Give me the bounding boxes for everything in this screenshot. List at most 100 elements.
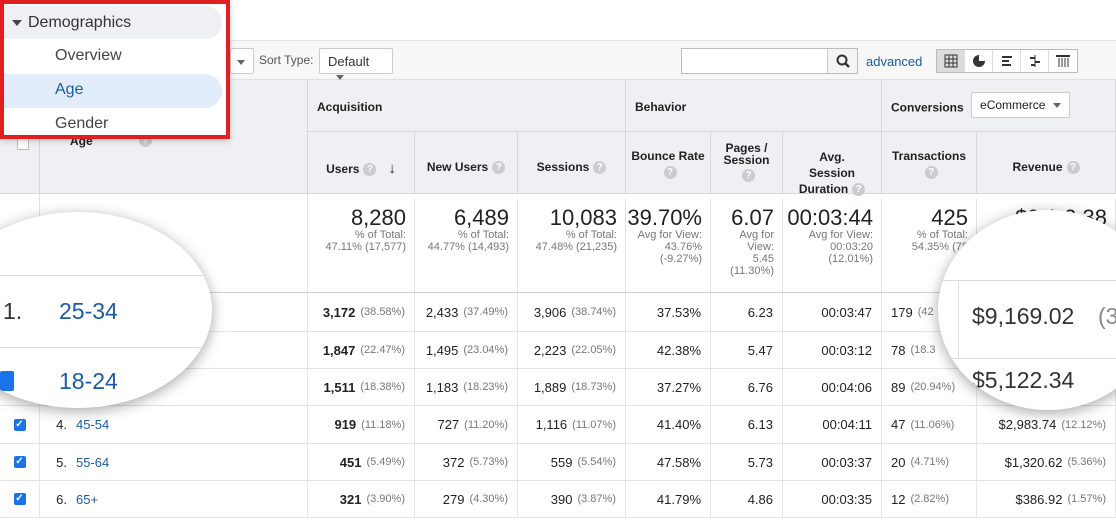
search-button[interactable] xyxy=(827,49,857,73)
new-users-cell: 2,433 (37.49%) xyxy=(415,293,518,331)
age-link[interactable]: 65+ xyxy=(76,491,99,507)
lens-row2-age-link[interactable]: 18-24 xyxy=(59,368,118,394)
users-cell: 1,847 (22.47%) xyxy=(308,332,415,368)
help-icon[interactable]: ? xyxy=(593,161,607,175)
sessions-cell: 1,116 (11.07%) xyxy=(518,406,626,443)
menu-item-gender[interactable]: Gender xyxy=(55,115,109,132)
total-bounce-sub1: Avg for View: xyxy=(637,229,702,241)
avg-session-duration-column-header[interactable]: Avg. Session Duration? xyxy=(783,132,882,197)
secondary-dimension-dropdown[interactable] xyxy=(230,48,254,74)
sort-type-select[interactable]: Default xyxy=(319,48,393,81)
sessions-column-header[interactable]: Sessions? xyxy=(518,132,626,194)
performance-view-button[interactable] xyxy=(993,50,1021,72)
total-pages-sub1: Avg for xyxy=(739,229,774,241)
revenue-column-header[interactable]: Revenue? xyxy=(977,132,1116,194)
table-row[interactable]: ✓ 6. 65+ 321 (3.90%) 279 (4.30%) 390 (3.87%) 41.7… xyxy=(0,481,1116,518)
age-cell: 4. 45-54 xyxy=(40,406,308,443)
menu-item-age[interactable]: Age xyxy=(4,74,222,108)
sessions-cell: 2,223 (22.05%) xyxy=(518,332,626,368)
help-icon[interactable]: ? xyxy=(363,163,377,177)
total-sessions-sub2: 47.48% (21,235) xyxy=(535,241,617,253)
rev-cell: $1,320.62 (5.36%) xyxy=(977,444,1116,480)
advanced-filter-link[interactable]: advanced xyxy=(866,54,923,69)
demographics-label: Demographics xyxy=(28,14,132,31)
users-percent: (18.38%) xyxy=(360,381,405,393)
behavior-group-header: Behavior xyxy=(626,80,882,132)
rev-value: $1,320.62 xyxy=(1004,454,1063,470)
sessions-cell: 3,906 (38.74%) xyxy=(518,293,626,331)
lens-row1-age-link[interactable]: 25-34 xyxy=(59,298,118,324)
help-icon[interactable]: ? xyxy=(663,166,677,179)
help-icon[interactable]: ? xyxy=(492,161,506,175)
demographics-menu-header[interactable]: Demographics xyxy=(4,6,222,39)
trans-value: 47 xyxy=(891,417,906,432)
users-percent: (5.49%) xyxy=(366,456,405,468)
pages-cell: 6.23 xyxy=(711,293,783,331)
lens-divider xyxy=(938,280,1116,281)
users-value: 1,847 xyxy=(322,342,356,358)
trans-percent: (20.94%) xyxy=(910,381,956,393)
menu-item-overview[interactable]: Overview xyxy=(55,47,122,64)
sessions-value: 3,906 xyxy=(533,304,567,320)
row-checkbox[interactable]: ✓ xyxy=(13,418,26,431)
sort-type-label: Sort Type: xyxy=(259,53,314,67)
total-bounce-rate: 39.70% Avg for View: 43.76% (-9.27%) xyxy=(626,199,711,293)
pages-session-column-header[interactable]: Pages / Session? xyxy=(711,132,783,194)
bounce-cell: 41.79% xyxy=(626,481,711,517)
new-users-value: 372 xyxy=(442,454,465,470)
new-users-column-header[interactable]: New Users? xyxy=(415,132,518,194)
grid-icon xyxy=(944,54,957,68)
dur-cell: 00:03:12 xyxy=(783,332,882,368)
transactions-column-header[interactable]: Transactions? xyxy=(882,132,977,194)
table-search[interactable] xyxy=(681,48,858,74)
dur-cell: 00:04:06 xyxy=(783,369,882,405)
view-toggle-group xyxy=(936,49,1078,73)
lens-checkbox[interactable] xyxy=(0,371,14,391)
conversions-goal-select[interactable]: eCommerce xyxy=(971,92,1071,118)
table-row[interactable]: ✓ 5. 55-64 451 (5.49%) 372 (5.73%) 559 (5.54%) 47… xyxy=(0,444,1116,481)
table-row[interactable]: ✓3.1,511(18.38%)1,183(18.23%)1,889(18.73… xyxy=(0,369,1116,406)
sessions-percent: (38.74%) xyxy=(571,306,616,318)
help-icon[interactable]: ? xyxy=(924,166,938,179)
table-row[interactable]: ✓ 4. 45-54 919 (11.18%) 727 (11.20%) 1,116 (11.0… xyxy=(0,406,1116,444)
demographics-menu: Demographics Overview Age Gender xyxy=(0,0,230,139)
rev-cell: $2,983.74 (12.12%) xyxy=(977,406,1116,443)
new-users-cell: 1,495 (23.04%) xyxy=(415,332,518,368)
sessions-value: 1,116 xyxy=(535,417,568,432)
bounce-value: 37.53% xyxy=(656,304,701,320)
rev-cell: $386.92 (1.57%) xyxy=(977,481,1116,517)
sessions-percent: (18.73%) xyxy=(571,381,616,393)
row-checkbox[interactable]: ✓ xyxy=(13,456,26,468)
total-new-users-sub2: 44.77% (14,493) xyxy=(427,241,509,253)
comparison-view-button[interactable] xyxy=(1021,50,1049,72)
sessions-percent: (11.07%) xyxy=(572,418,616,431)
row-checkbox[interactable]: ✓ xyxy=(13,493,26,505)
total-sessions-sub1: % of Total: xyxy=(565,229,617,241)
help-icon[interactable]: ? xyxy=(742,169,755,182)
lens-revenue-pct: (37 xyxy=(1098,303,1116,329)
users-column-header[interactable]: Users? ↓ xyxy=(308,132,415,194)
age-link[interactable]: 55-64 xyxy=(76,454,110,470)
trans-percent: (42 xyxy=(917,306,934,318)
new-users-percent: (11.20%) xyxy=(464,418,508,431)
bounce-rate-column-header[interactable]: Bounce Rate? xyxy=(626,132,711,194)
pivot-view-button[interactable] xyxy=(1049,50,1077,72)
pie-view-button[interactable] xyxy=(965,50,993,72)
age-link[interactable]: 45-54 xyxy=(76,417,110,432)
bounce-cell: 41.40% xyxy=(626,406,711,443)
total-pages-sub2: View: xyxy=(747,241,774,253)
pages-value: 5.47 xyxy=(747,342,773,358)
help-icon[interactable]: ? xyxy=(1066,161,1080,175)
users-percent: (38.58%) xyxy=(360,306,405,318)
new-users-percent: (18.23%) xyxy=(463,381,508,393)
help-icon[interactable]: ? xyxy=(852,183,866,197)
new-users-cell: 727 (11.20%) xyxy=(415,406,518,443)
total-transactions-sub2: 54.35% (78 xyxy=(911,241,968,253)
pages-value: 6.23 xyxy=(747,304,773,320)
bar-list-icon xyxy=(1001,56,1012,66)
sessions-value: 1,889 xyxy=(533,379,567,395)
total-new-users-value: 6,489 xyxy=(453,205,509,230)
table-view-button[interactable] xyxy=(937,50,965,72)
total-users-value: 8,280 xyxy=(350,205,406,230)
chevron-down-icon xyxy=(336,75,344,81)
